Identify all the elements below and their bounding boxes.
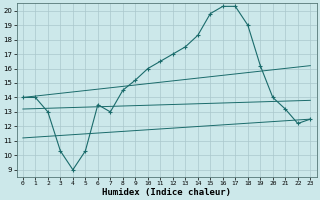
X-axis label: Humidex (Indice chaleur): Humidex (Indice chaleur) <box>102 188 231 197</box>
